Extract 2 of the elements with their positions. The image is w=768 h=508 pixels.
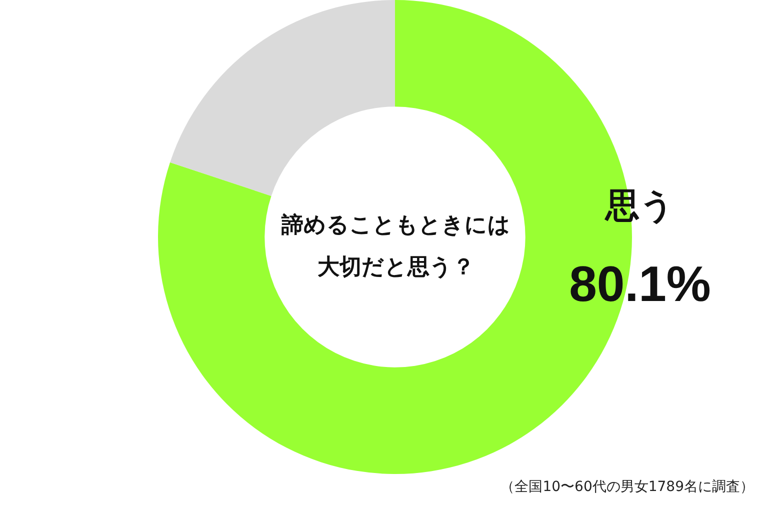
text: 諦めることもときには大切だと思う？: [280, 212, 512, 282]
text: （全国10〜60代の男女1789名に調査）: [500, 478, 754, 496]
